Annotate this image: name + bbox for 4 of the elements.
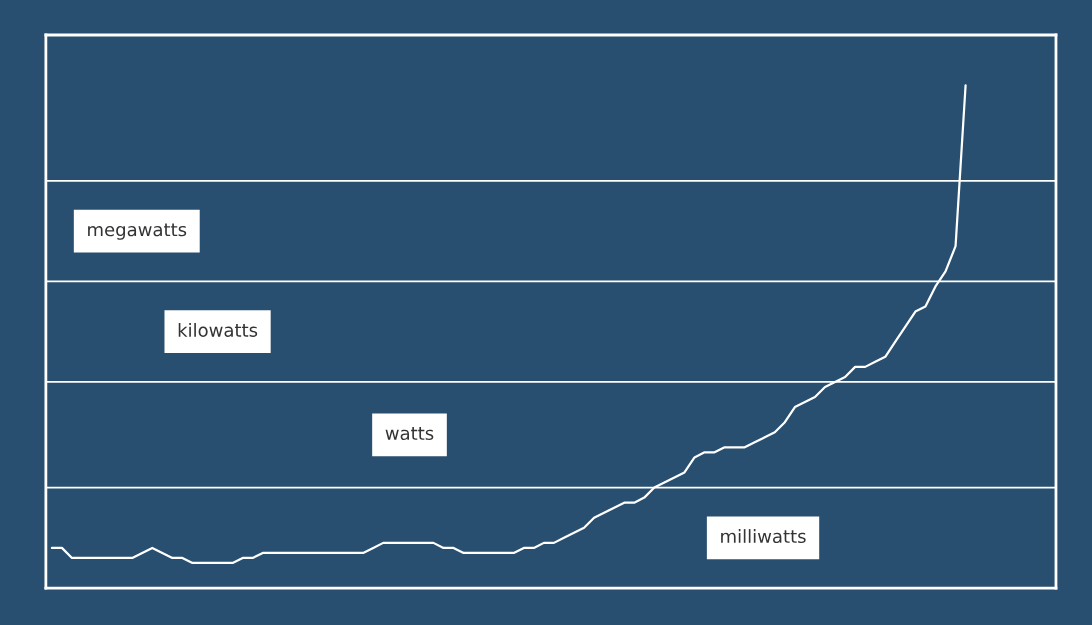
annotation: kilowatts (178, 322, 258, 337)
annotation: watts (385, 427, 434, 440)
annotation: milliwatts (721, 529, 806, 544)
annotation: megawatts (88, 223, 187, 240)
